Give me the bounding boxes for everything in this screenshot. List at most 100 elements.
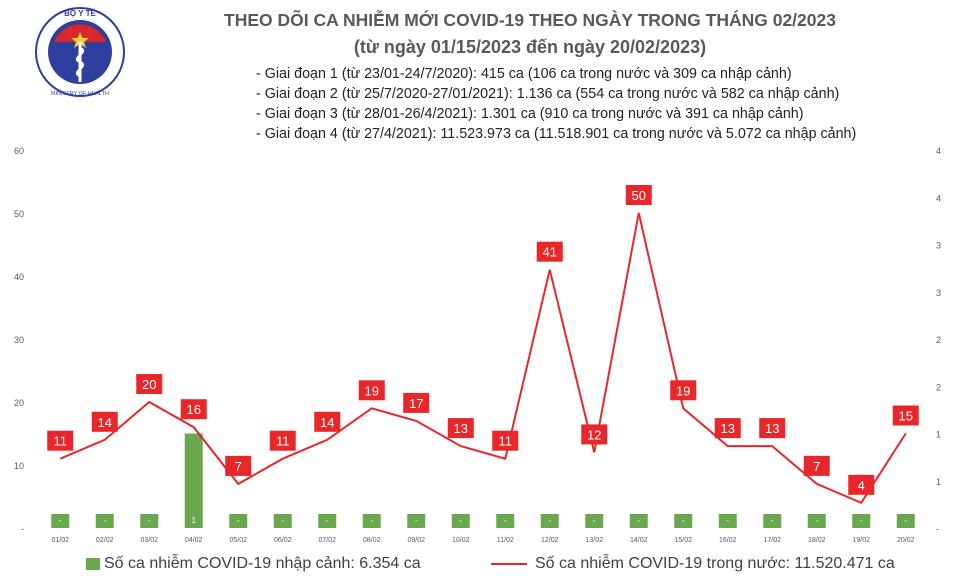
line-data-label: 50 xyxy=(632,188,646,203)
line-data-label-box xyxy=(47,430,74,451)
line-data-label-box xyxy=(803,455,830,476)
x-tick-label: 03/02 xyxy=(140,537,158,544)
phase-item: - Giai đoạn 1 (từ 23/01-24/7/2020): 415 … xyxy=(256,66,792,82)
x-tick-label: 04/02 xyxy=(185,537,203,544)
chart-subtitle: (từ ngày 01/15/2023 đến ngày 20/02/2023) xyxy=(353,37,707,57)
line-data-label-box xyxy=(225,455,252,476)
y-right-tick-label: 2 xyxy=(936,335,941,345)
line-data-label-box xyxy=(759,418,786,439)
legend-item-bar: Số ca nhiễm COVID-19 nhập cảnh: 6.354 ca xyxy=(86,555,421,573)
bar-data-label: 1 xyxy=(192,516,197,525)
line-data-label: 16 xyxy=(187,402,201,417)
line-data-label: 41 xyxy=(543,245,557,260)
bar-data-label: - xyxy=(860,516,863,525)
bar-data-label: - xyxy=(148,516,151,525)
y-right-tick-label: 1 xyxy=(936,430,941,440)
phase-item: - Giai đoạn 4 (từ 27/4/2021): 11.523.973… xyxy=(256,126,857,142)
x-tick-label: 12/02 xyxy=(541,537,559,544)
bar xyxy=(184,433,203,528)
phase-item: - Giai đoạn 3 (từ 28/01-26/4/2021): 1.30… xyxy=(256,106,804,122)
bar-data-label: - xyxy=(637,516,640,525)
y-left-tick-label: 30 xyxy=(14,335,24,345)
bar-data-label: - xyxy=(682,516,685,525)
bar-data-label: - xyxy=(815,516,818,525)
phase-summary-list: - Giai đoạn 1 (từ 23/01-24/7/2020): 415 … xyxy=(256,64,856,144)
x-tick-label: 11/02 xyxy=(497,537,514,544)
x-tick-label: 17/02 xyxy=(763,537,781,544)
line-data-label-box xyxy=(892,405,919,426)
y-left-tick-label: 10 xyxy=(14,461,24,471)
bar xyxy=(718,514,737,528)
line-data-label: 11 xyxy=(276,434,290,449)
bar-data-label: - xyxy=(281,516,284,525)
x-tick-label: 19/02 xyxy=(852,537,870,544)
bar-data-label: - xyxy=(593,516,596,525)
bar xyxy=(674,514,693,528)
x-tick-label: 06/02 xyxy=(274,537,292,544)
line-data-label: 20 xyxy=(142,377,156,392)
y-right-tick-label: 1 xyxy=(936,477,941,487)
bar-data-label: - xyxy=(326,516,329,525)
line-data-label: 19 xyxy=(676,383,690,398)
bar xyxy=(496,514,515,528)
y-right-tick-label: 3 xyxy=(936,288,941,298)
line-data-label: 7 xyxy=(813,459,820,474)
y-right-tick-label: 3 xyxy=(936,241,941,251)
line-data-label: 13 xyxy=(721,421,735,436)
bar xyxy=(407,514,426,528)
bar xyxy=(807,514,826,528)
x-tick-label: 15/02 xyxy=(674,537,692,544)
line-data-label: 14 xyxy=(98,415,112,430)
bar xyxy=(852,514,871,528)
bar xyxy=(273,514,292,528)
line-data-label-box xyxy=(670,380,697,401)
line-data-label: 15 xyxy=(899,409,913,424)
line-data-label-box xyxy=(492,430,519,451)
y-right-tick-label: 2 xyxy=(936,382,941,392)
logo-bottom-text: MINISTRY OF HEALTH xyxy=(51,91,109,97)
legend-item-line: Số ca nhiễm COVID-19 trong nước: 11.520.… xyxy=(491,555,895,573)
line-data-label-box xyxy=(447,418,474,439)
bar-data-label: - xyxy=(237,516,240,525)
line-data-label: 13 xyxy=(765,421,779,436)
line-data-label: 12 xyxy=(587,427,601,442)
line-data-label-box xyxy=(714,418,741,439)
line-data-label: 19 xyxy=(365,383,379,398)
chart-title: THEO DÕI CA NHIỄM MỚI COVID-19 THEO NGÀY… xyxy=(224,10,836,30)
y-right-tick-label: - xyxy=(936,524,939,534)
line-data-label-box xyxy=(314,411,341,432)
line-data-label-box xyxy=(91,411,118,432)
y-left-tick-label: 20 xyxy=(14,398,24,408)
bar-data-label: - xyxy=(459,516,462,525)
ministry-of-health-logo: BỘ Y TẾ MINISTRY OF HEALTH xyxy=(35,7,125,97)
bar-data-label: - xyxy=(548,516,551,525)
legend-line-swatch xyxy=(491,562,527,565)
bar xyxy=(896,514,915,528)
x-tick-label: 05/02 xyxy=(229,537,247,544)
x-tick-label: 14/02 xyxy=(630,537,648,544)
y-left-tick-label: 40 xyxy=(14,272,24,282)
bar xyxy=(540,514,559,528)
logo-top-text: BỘ Y TẾ xyxy=(64,8,96,18)
y-right-tick-label: 4 xyxy=(936,193,941,203)
line-data-label-box xyxy=(269,430,296,451)
line-data-label-box xyxy=(180,399,207,420)
bar-data-label: - xyxy=(59,516,62,525)
phase-item: - Giai đoạn 2 (từ 25/7/2020-27/01/2021):… xyxy=(256,86,840,102)
x-tick-label: 01/02 xyxy=(51,537,69,544)
legend-bar-swatch xyxy=(86,557,100,570)
bar xyxy=(585,514,604,528)
line-data-label-box xyxy=(358,380,385,401)
bar-data-label: - xyxy=(504,516,507,525)
line-data-label: 7 xyxy=(235,459,242,474)
legend-bar-label: Số ca nhiễm COVID-19 nhập cảnh: 6.354 ca xyxy=(104,555,421,572)
x-tick-label: 16/02 xyxy=(719,537,737,544)
bar-data-label: - xyxy=(103,516,106,525)
line-data-label: 13 xyxy=(454,421,468,436)
bar-data-label: - xyxy=(370,516,373,525)
line-data-label-box xyxy=(848,474,875,495)
x-tick-label: 18/02 xyxy=(808,537,826,544)
line-data-label: 4 xyxy=(858,478,865,493)
